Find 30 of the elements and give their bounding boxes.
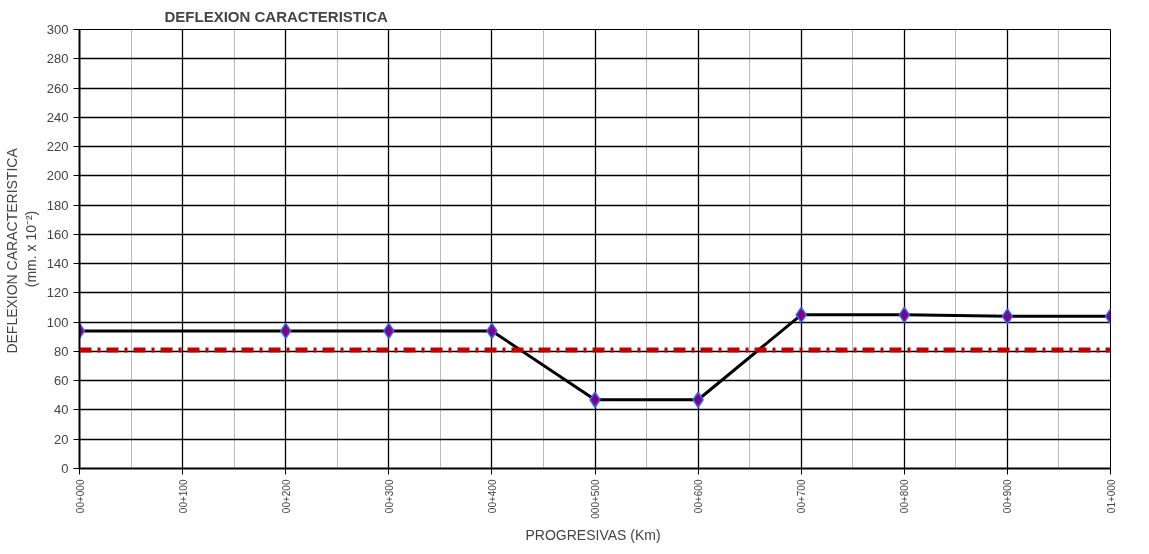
x-tick-label: 00+200	[280, 479, 292, 514]
y-tick-label: 80	[54, 343, 69, 359]
y-tick-label: 200	[46, 168, 69, 184]
y-axis-title: DEFLEXION CARACTERISTICA (mm. x 10⁻²)	[3, 147, 39, 354]
y-tick-label: 220	[46, 139, 69, 155]
x-tick-label: 00+800	[899, 479, 911, 514]
x-tick-label: 00+100	[177, 479, 189, 514]
y-tick-label: 100	[46, 314, 69, 330]
y-tick-label: 20	[54, 431, 69, 447]
y-tick-label: 260	[46, 80, 69, 96]
x-tick-label: 00+600	[693, 479, 705, 514]
x-tick-label: 00+900	[1002, 479, 1014, 514]
x-tick-label: 01+000	[1105, 479, 1117, 514]
x-tick-label: 00+400	[486, 479, 498, 514]
x-tick-label: 00+700	[796, 479, 808, 514]
y-tick-label: 180	[46, 197, 69, 213]
y-tick-label: 140	[46, 256, 69, 272]
y-tick-label: 0	[61, 461, 69, 476]
y-tick-label: 280	[46, 51, 69, 67]
y-tick-label: 240	[46, 109, 69, 125]
y-tick-label: 160	[46, 226, 69, 242]
y-tick-label: 60	[54, 373, 69, 389]
x-axis-title: PROGRESIVAS (Km)	[525, 526, 661, 543]
chart-title: DEFLEXION CARACTERISTICA	[164, 7, 388, 25]
x-tick-label: 000+500	[590, 479, 601, 519]
x-tick-label: 00+000	[74, 479, 86, 514]
y-tick-label: 40	[54, 402, 69, 418]
y-tick-label: 120	[46, 285, 69, 301]
x-tick-label: 00+300	[383, 479, 395, 514]
y-tick-label: 300	[46, 22, 69, 37]
